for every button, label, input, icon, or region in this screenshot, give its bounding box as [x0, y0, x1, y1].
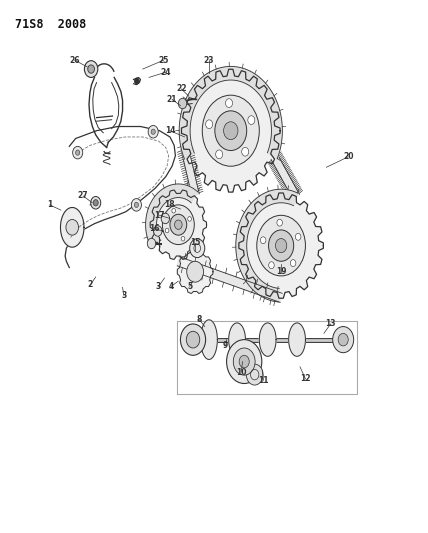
- Circle shape: [188, 216, 191, 221]
- Text: 12: 12: [300, 374, 311, 383]
- Polygon shape: [239, 193, 324, 298]
- Circle shape: [91, 197, 101, 209]
- Polygon shape: [271, 154, 300, 199]
- Circle shape: [260, 237, 266, 244]
- Circle shape: [134, 202, 139, 207]
- Circle shape: [178, 98, 187, 109]
- Circle shape: [246, 364, 263, 385]
- Circle shape: [66, 220, 78, 235]
- Text: 5: 5: [187, 282, 192, 291]
- Polygon shape: [289, 323, 306, 357]
- Text: 27: 27: [78, 191, 89, 200]
- Text: 25: 25: [158, 55, 169, 64]
- Text: 26: 26: [69, 55, 80, 64]
- Polygon shape: [60, 207, 84, 247]
- Circle shape: [295, 233, 301, 240]
- Circle shape: [290, 260, 296, 266]
- Circle shape: [181, 324, 205, 356]
- Circle shape: [73, 147, 83, 159]
- Circle shape: [88, 65, 95, 73]
- Circle shape: [206, 120, 213, 128]
- Polygon shape: [146, 184, 198, 249]
- Circle shape: [268, 230, 294, 261]
- Text: 3: 3: [156, 282, 161, 291]
- Circle shape: [76, 150, 80, 155]
- Circle shape: [181, 237, 185, 241]
- Polygon shape: [177, 257, 282, 302]
- Polygon shape: [229, 323, 246, 357]
- Circle shape: [161, 213, 169, 224]
- Text: 21: 21: [167, 95, 177, 104]
- Text: 2: 2: [88, 280, 93, 289]
- Circle shape: [186, 332, 200, 348]
- Circle shape: [338, 333, 348, 346]
- Text: 10: 10: [236, 368, 247, 376]
- Circle shape: [239, 356, 249, 368]
- Text: 3: 3: [121, 290, 126, 300]
- Polygon shape: [181, 147, 199, 197]
- Polygon shape: [201, 320, 217, 359]
- Text: 19: 19: [276, 267, 286, 276]
- Text: 8: 8: [196, 316, 202, 324]
- Circle shape: [148, 125, 158, 138]
- Circle shape: [333, 327, 354, 353]
- Text: 11: 11: [258, 376, 269, 385]
- Text: 9: 9: [223, 342, 229, 350]
- Polygon shape: [181, 69, 280, 192]
- Circle shape: [154, 226, 162, 236]
- Text: 15: 15: [190, 238, 200, 247]
- Circle shape: [202, 95, 259, 166]
- Circle shape: [162, 205, 194, 245]
- Circle shape: [257, 215, 306, 276]
- Circle shape: [165, 228, 169, 233]
- Text: 20: 20: [343, 152, 354, 161]
- Circle shape: [84, 61, 98, 77]
- Circle shape: [248, 116, 255, 125]
- Circle shape: [269, 262, 274, 269]
- Text: 14: 14: [165, 126, 175, 135]
- Circle shape: [190, 239, 205, 257]
- Circle shape: [134, 78, 140, 84]
- Circle shape: [223, 122, 238, 140]
- Circle shape: [93, 200, 98, 206]
- Polygon shape: [259, 323, 276, 357]
- Circle shape: [277, 219, 282, 226]
- Circle shape: [226, 340, 262, 384]
- Polygon shape: [236, 189, 297, 302]
- Text: 22: 22: [176, 84, 187, 93]
- Text: 23: 23: [204, 55, 214, 64]
- Text: 16: 16: [149, 224, 160, 233]
- Text: 18: 18: [165, 200, 175, 209]
- Polygon shape: [179, 67, 282, 159]
- Circle shape: [172, 208, 175, 213]
- Circle shape: [233, 348, 255, 375]
- Circle shape: [226, 99, 232, 108]
- Circle shape: [242, 148, 249, 156]
- Circle shape: [170, 214, 187, 235]
- Circle shape: [175, 220, 182, 229]
- Circle shape: [216, 150, 223, 159]
- Text: 17: 17: [154, 211, 165, 220]
- Polygon shape: [177, 250, 213, 294]
- Circle shape: [187, 261, 204, 282]
- Circle shape: [215, 111, 247, 150]
- Text: 1: 1: [47, 200, 52, 209]
- Circle shape: [131, 199, 141, 211]
- Text: 24: 24: [160, 68, 171, 77]
- Circle shape: [276, 239, 287, 253]
- Text: 4: 4: [169, 282, 174, 291]
- Text: 71S8  2008: 71S8 2008: [15, 19, 86, 31]
- Text: 13: 13: [325, 319, 336, 328]
- Polygon shape: [150, 190, 207, 260]
- Circle shape: [147, 238, 156, 249]
- Circle shape: [151, 129, 155, 134]
